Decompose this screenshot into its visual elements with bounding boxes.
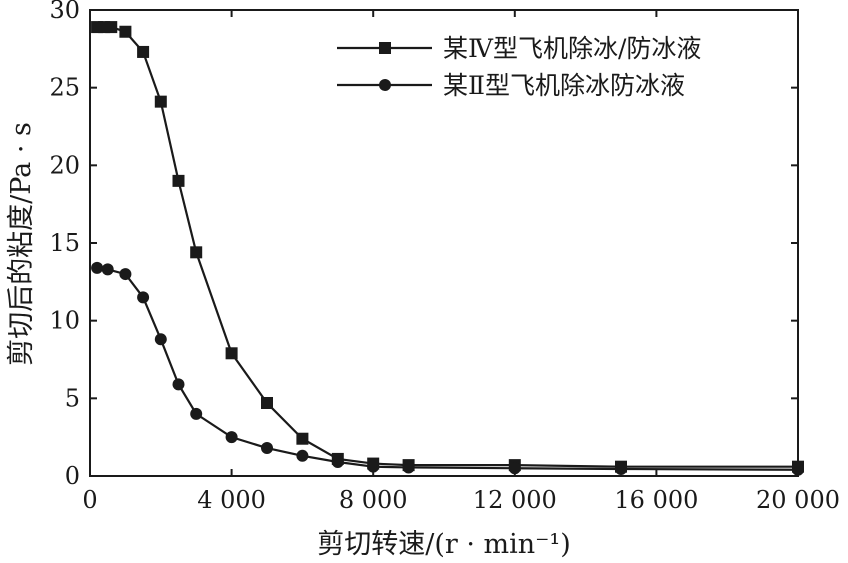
y-tick-label: 5	[65, 384, 80, 412]
y-tick-label: 10	[49, 307, 80, 335]
data-point-circle	[261, 442, 273, 455]
series-2	[91, 261, 804, 476]
y-tick-label: 20	[49, 151, 80, 179]
data-point-square	[172, 174, 185, 187]
data-point-circle	[101, 263, 114, 276]
legend-item-2: 某Ⅱ型飞机除冰防冰液	[337, 71, 685, 100]
data-point-circle	[225, 431, 238, 444]
data-point-circle	[402, 461, 415, 474]
y-axis-title: 剪切后的粘度/Pa · s	[6, 122, 37, 366]
data-point-square	[296, 432, 309, 445]
data-point-circle	[367, 460, 380, 473]
data-point-square	[190, 246, 203, 259]
data-point-square	[137, 45, 150, 58]
x-tick-label: 8 000	[339, 486, 408, 514]
data-point-circle	[119, 268, 132, 281]
data-point-square	[119, 25, 132, 38]
legend-marker	[379, 79, 391, 91]
data-point-circle	[190, 407, 203, 420]
x-tick-label: 12 000	[473, 486, 557, 514]
data-point-square	[225, 347, 238, 360]
x-tick-label: 0	[82, 486, 97, 514]
data-point-circle	[296, 449, 309, 462]
x-axis-title: 剪切转速/(r · min⁻¹)	[317, 529, 571, 560]
y-tick-label: 0	[65, 462, 80, 490]
legend-marker	[379, 42, 391, 54]
data-point-circle	[508, 462, 521, 475]
data-point-square	[261, 396, 273, 409]
data-point-circle	[615, 463, 627, 476]
series-line	[96, 266, 799, 471]
axes: 0 4 000 8 000 12 000 16 000 20 000 0 5 10 15 20 25 3…	[49, 0, 840, 514]
y-tick-label: 25	[49, 74, 80, 102]
data-point-square	[105, 21, 118, 34]
data-point-circle	[172, 378, 185, 391]
data-point-circle	[331, 456, 344, 469]
x-tick-label: 16 000	[614, 486, 698, 514]
legend-label: 某Ⅳ型飞机除冰/防冰液	[443, 34, 701, 63]
data-point-circle	[154, 333, 167, 346]
x-tick-label: 4 000	[197, 486, 266, 514]
data-point-square	[154, 95, 167, 108]
y-tick-label: 15	[49, 229, 80, 257]
data-point-circle	[91, 261, 104, 274]
data-point-circle	[792, 463, 804, 476]
y-tick-label: 30	[49, 0, 80, 24]
legend-label: 某Ⅱ型飞机除冰防冰液	[443, 71, 685, 100]
legend-item-1: 某Ⅳ型飞机除冰/防冰液	[337, 34, 701, 63]
data-point-circle	[137, 291, 150, 304]
x-tick-label: 20 000	[756, 486, 840, 514]
plot-series	[91, 21, 804, 476]
